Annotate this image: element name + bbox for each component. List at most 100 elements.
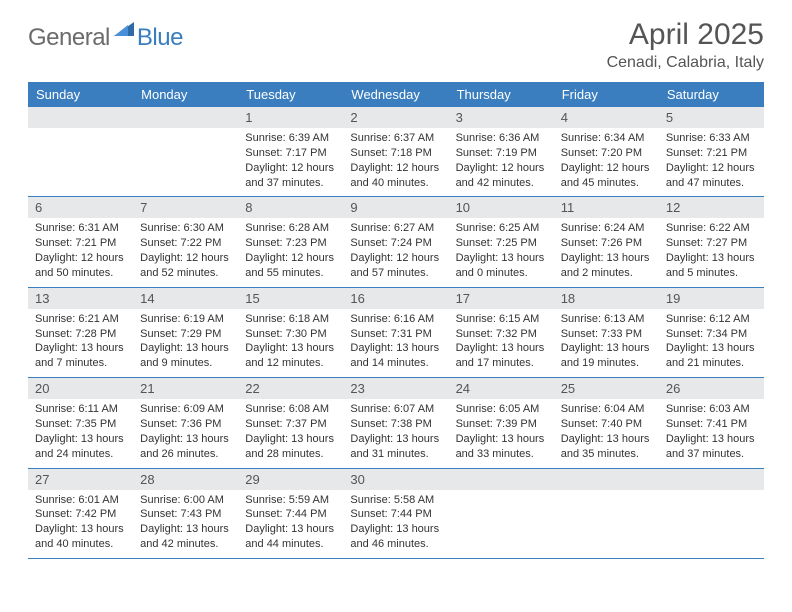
calendar-cell (659, 468, 764, 558)
day-number: 27 (28, 469, 133, 490)
daylight-line-2: and 40 minutes. (350, 176, 441, 191)
title-block: April 2025 Cenadi, Calabria, Italy (607, 18, 764, 72)
daylight-line-2: and 9 minutes. (140, 356, 231, 371)
day-body: Sunrise: 6:16 AMSunset: 7:31 PMDaylight:… (343, 309, 448, 377)
day-body (133, 128, 238, 190)
day-number: 20 (28, 378, 133, 399)
sunset-line: Sunset: 7:17 PM (245, 146, 336, 161)
day-body (28, 128, 133, 190)
daylight-line-2: and 14 minutes. (350, 356, 441, 371)
sunset-line: Sunset: 7:27 PM (666, 236, 757, 251)
sunset-line: Sunset: 7:26 PM (561, 236, 652, 251)
daylight-line-1: Daylight: 13 hours (561, 432, 652, 447)
day-body: Sunrise: 6:09 AMSunset: 7:36 PMDaylight:… (133, 399, 238, 467)
day-number: 6 (28, 197, 133, 218)
calendar-week-row: 27Sunrise: 6:01 AMSunset: 7:42 PMDayligh… (28, 468, 764, 558)
day-body: Sunrise: 6:19 AMSunset: 7:29 PMDaylight:… (133, 309, 238, 377)
daylight-line-1: Daylight: 13 hours (561, 251, 652, 266)
sunset-line: Sunset: 7:21 PM (35, 236, 126, 251)
calendar-head: Sunday Monday Tuesday Wednesday Thursday… (28, 82, 764, 107)
sunrise-line: Sunrise: 6:12 AM (666, 312, 757, 327)
calendar-cell: 11Sunrise: 6:24 AMSunset: 7:26 PMDayligh… (554, 197, 659, 287)
sunrise-line: Sunrise: 6:00 AM (140, 493, 231, 508)
sunset-line: Sunset: 7:22 PM (140, 236, 231, 251)
day-number: 19 (659, 288, 764, 309)
sunset-line: Sunset: 7:28 PM (35, 327, 126, 342)
daylight-line-2: and 50 minutes. (35, 266, 126, 281)
day-body: Sunrise: 6:31 AMSunset: 7:21 PMDaylight:… (28, 218, 133, 286)
month-title: April 2025 (607, 18, 764, 52)
sunrise-line: Sunrise: 6:39 AM (245, 131, 336, 146)
daylight-line-2: and 55 minutes. (245, 266, 336, 281)
calendar-cell: 8Sunrise: 6:28 AMSunset: 7:23 PMDaylight… (238, 197, 343, 287)
sunrise-line: Sunrise: 6:33 AM (666, 131, 757, 146)
day-number: 25 (554, 378, 659, 399)
sunset-line: Sunset: 7:20 PM (561, 146, 652, 161)
sunrise-line: Sunrise: 6:34 AM (561, 131, 652, 146)
daylight-line-1: Daylight: 13 hours (140, 341, 231, 356)
page-header: General Blue April 2025 Cenadi, Calabria… (28, 18, 764, 76)
daylight-line-1: Daylight: 13 hours (666, 341, 757, 356)
calendar-cell: 9Sunrise: 6:27 AMSunset: 7:24 PMDaylight… (343, 197, 448, 287)
sunset-line: Sunset: 7:34 PM (666, 327, 757, 342)
daylight-line-2: and 2 minutes. (561, 266, 652, 281)
daylight-line-2: and 7 minutes. (35, 356, 126, 371)
daylight-line-1: Daylight: 12 hours (456, 161, 547, 176)
sunset-line: Sunset: 7:31 PM (350, 327, 441, 342)
calendar-cell: 4Sunrise: 6:34 AMSunset: 7:20 PMDaylight… (554, 107, 659, 197)
daylight-line-2: and 52 minutes. (140, 266, 231, 281)
day-body: Sunrise: 6:30 AMSunset: 7:22 PMDaylight:… (133, 218, 238, 286)
calendar-cell: 18Sunrise: 6:13 AMSunset: 7:33 PMDayligh… (554, 287, 659, 377)
daylight-line-2: and 5 minutes. (666, 266, 757, 281)
calendar-cell: 6Sunrise: 6:31 AMSunset: 7:21 PMDaylight… (28, 197, 133, 287)
sunset-line: Sunset: 7:24 PM (350, 236, 441, 251)
calendar-week-row: 13Sunrise: 6:21 AMSunset: 7:28 PMDayligh… (28, 287, 764, 377)
day-body: Sunrise: 6:04 AMSunset: 7:40 PMDaylight:… (554, 399, 659, 467)
day-body: Sunrise: 6:34 AMSunset: 7:20 PMDaylight:… (554, 128, 659, 196)
daylight-line-2: and 42 minutes. (140, 537, 231, 552)
calendar-cell: 2Sunrise: 6:37 AMSunset: 7:18 PMDaylight… (343, 107, 448, 197)
day-body: Sunrise: 6:21 AMSunset: 7:28 PMDaylight:… (28, 309, 133, 377)
day-number: 7 (133, 197, 238, 218)
day-number: 2 (343, 107, 448, 128)
calendar-cell: 25Sunrise: 6:04 AMSunset: 7:40 PMDayligh… (554, 378, 659, 468)
daylight-line-1: Daylight: 13 hours (35, 341, 126, 356)
dayname-sun: Sunday (28, 82, 133, 107)
daylight-line-2: and 40 minutes. (35, 537, 126, 552)
calendar-cell (28, 107, 133, 197)
sunrise-line: Sunrise: 6:08 AM (245, 402, 336, 417)
daylight-line-2: and 21 minutes. (666, 356, 757, 371)
sunrise-line: Sunrise: 6:03 AM (666, 402, 757, 417)
daylight-line-1: Daylight: 13 hours (666, 432, 757, 447)
daylight-line-2: and 31 minutes. (350, 447, 441, 462)
daylight-line-1: Daylight: 13 hours (35, 522, 126, 537)
day-body: Sunrise: 6:01 AMSunset: 7:42 PMDaylight:… (28, 490, 133, 558)
sunset-line: Sunset: 7:18 PM (350, 146, 441, 161)
day-number: 5 (659, 107, 764, 128)
sunset-line: Sunset: 7:40 PM (561, 417, 652, 432)
day-body (449, 490, 554, 552)
daylight-line-1: Daylight: 12 hours (35, 251, 126, 266)
sunrise-line: Sunrise: 6:09 AM (140, 402, 231, 417)
dayname-thu: Thursday (449, 82, 554, 107)
daylight-line-2: and 33 minutes. (456, 447, 547, 462)
day-body: Sunrise: 6:27 AMSunset: 7:24 PMDaylight:… (343, 218, 448, 286)
daylight-line-1: Daylight: 13 hours (140, 432, 231, 447)
day-body (554, 490, 659, 552)
sunset-line: Sunset: 7:38 PM (350, 417, 441, 432)
calendar-cell: 16Sunrise: 6:16 AMSunset: 7:31 PMDayligh… (343, 287, 448, 377)
sunset-line: Sunset: 7:30 PM (245, 327, 336, 342)
day-number: 1 (238, 107, 343, 128)
day-number: 12 (659, 197, 764, 218)
daylight-line-2: and 12 minutes. (245, 356, 336, 371)
daylight-line-1: Daylight: 12 hours (561, 161, 652, 176)
day-number: 10 (449, 197, 554, 218)
calendar-cell: 28Sunrise: 6:00 AMSunset: 7:43 PMDayligh… (133, 468, 238, 558)
sunset-line: Sunset: 7:21 PM (666, 146, 757, 161)
daylight-line-1: Daylight: 13 hours (245, 341, 336, 356)
daylight-line-2: and 47 minutes. (666, 176, 757, 191)
day-number: 18 (554, 288, 659, 309)
day-body: Sunrise: 6:36 AMSunset: 7:19 PMDaylight:… (449, 128, 554, 196)
day-number (554, 469, 659, 490)
sunset-line: Sunset: 7:44 PM (350, 507, 441, 522)
